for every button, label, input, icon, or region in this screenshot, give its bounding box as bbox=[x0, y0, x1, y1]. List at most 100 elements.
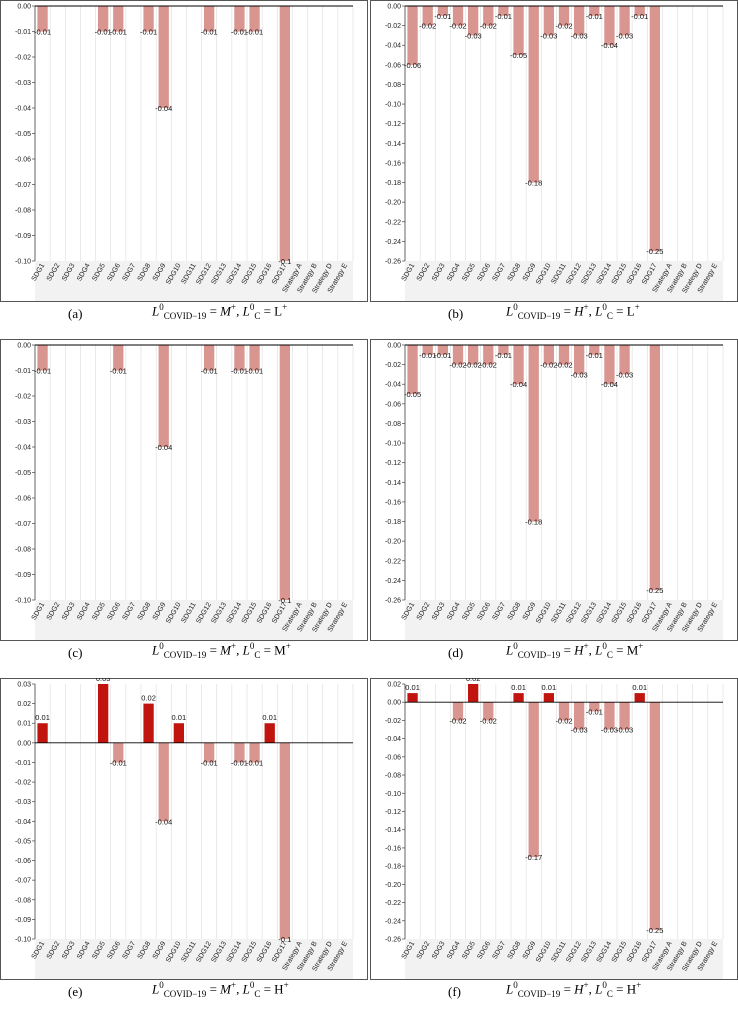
bar-chart-e: 0.03 0.02 0.01 0.00 -0.01 -0.02 -0.03 -0.04 -0.0… bbox=[0, 678, 368, 980]
y-tick-label: -0.01 bbox=[15, 368, 31, 375]
bar-sdg10 bbox=[173, 723, 185, 743]
bar-sdg6 bbox=[483, 702, 494, 721]
y-tick-label: 0.00 bbox=[387, 4, 401, 11]
chart-frame bbox=[370, 678, 738, 980]
bar-sdg8 bbox=[513, 6, 524, 56]
caption-c-value: L bbox=[626, 303, 635, 319]
data-label: 0.01 bbox=[511, 683, 526, 692]
data-label: 0.01 bbox=[405, 683, 420, 692]
y-tick-label: 0.00 bbox=[17, 740, 31, 747]
y-tick-label: -0.03 bbox=[15, 419, 31, 426]
data-label: -0.01 bbox=[434, 12, 451, 21]
chart-panel-a: 0.00 -0.01 -0.02 -0.03 -0.04 -0.05 -0.06 -0.07 -… bbox=[0, 0, 368, 336]
y-tick-label: 0.00 bbox=[17, 4, 31, 11]
bar-sdg2 bbox=[422, 345, 433, 355]
y-tick-label: -0.08 bbox=[15, 897, 31, 904]
y-tick-label: -0.12 bbox=[385, 809, 401, 816]
data-label: -0.03 bbox=[616, 370, 633, 379]
y-tick-label: -0.16 bbox=[385, 160, 401, 167]
data-label: -0.18 bbox=[525, 179, 542, 188]
y-tick-label: -0.20 bbox=[385, 200, 401, 207]
caption-l-subscript: COVID−19 bbox=[517, 988, 561, 999]
data-label: 0.02 bbox=[141, 694, 156, 703]
y-tick-label: -0.18 bbox=[385, 180, 401, 187]
data-label: -0.1 bbox=[278, 935, 291, 944]
data-label: 0.01 bbox=[35, 713, 50, 722]
data-label: -0.01 bbox=[631, 12, 648, 21]
y-tick-label: -0.20 bbox=[385, 539, 401, 546]
y-tick-label: -0.06 bbox=[385, 754, 401, 761]
bar-sdg14 bbox=[604, 702, 615, 730]
bar-sdg1 bbox=[37, 6, 48, 32]
data-label: -0.01 bbox=[246, 28, 263, 37]
data-label: -0.02 bbox=[555, 716, 572, 725]
data-label: -0.01 bbox=[231, 758, 248, 767]
caption-formula: L0COVID−19 = H+, L0C = M+ bbox=[506, 641, 644, 660]
data-label: -0.04 bbox=[601, 41, 618, 50]
bar-sdg12 bbox=[203, 6, 215, 32]
data-label: -0.01 bbox=[246, 367, 263, 376]
data-label: -0.1 bbox=[278, 596, 291, 605]
bar-sdg16 bbox=[634, 6, 645, 16]
data-label: -0.01 bbox=[434, 351, 451, 360]
y-tick-label: -0.09 bbox=[15, 572, 31, 579]
y-tick-label: -0.18 bbox=[385, 519, 401, 526]
data-label: -0.04 bbox=[155, 443, 172, 452]
y-tick-label: -0.07 bbox=[15, 521, 31, 528]
category-band bbox=[35, 600, 353, 640]
bar-sdg9 bbox=[158, 345, 169, 447]
bar-chart-f: 0.02 0.00 -0.02 -0.04 -0.06 -0.08 -0.10 -0.12 -0… bbox=[370, 678, 738, 980]
caption-c-subscript: C bbox=[254, 310, 261, 321]
y-tick-label: -0.12 bbox=[385, 460, 401, 467]
bar-sdg1 bbox=[407, 693, 418, 703]
category-band bbox=[405, 261, 723, 301]
data-label: -0.01 bbox=[110, 758, 127, 767]
y-tick-label: -0.03 bbox=[15, 799, 31, 806]
caption-l-value: H bbox=[574, 981, 584, 997]
caption-c-subscript: C bbox=[606, 988, 613, 999]
category-band bbox=[35, 939, 353, 979]
data-label: 0.01 bbox=[632, 683, 647, 692]
y-tick-label: -0.18 bbox=[385, 864, 401, 871]
y-tick-label: -0.22 bbox=[385, 900, 401, 907]
data-label: -0.01 bbox=[201, 367, 218, 376]
data-label: -0.01 bbox=[586, 351, 603, 360]
data-label: -0.01 bbox=[586, 707, 603, 716]
y-tick-label: -0.12 bbox=[385, 121, 401, 128]
y-tick-label: -0.02 bbox=[385, 362, 401, 369]
bar-sdg10 bbox=[543, 693, 555, 703]
bar-sdg15 bbox=[619, 6, 630, 36]
caption-e: (e) L0COVID−19 = M+, L0C = H+ bbox=[0, 978, 368, 1008]
data-label: -0.03 bbox=[571, 726, 588, 735]
bar-sdg5 bbox=[467, 345, 479, 365]
bar-sdg6 bbox=[113, 345, 124, 371]
y-tick-label: -0.05 bbox=[15, 470, 31, 477]
bar-sdg6 bbox=[113, 6, 124, 32]
y-tick-label: -0.24 bbox=[385, 239, 401, 246]
y-tick-label: -0.02 bbox=[385, 23, 401, 30]
bar-sdg9 bbox=[528, 345, 539, 522]
bar-sdg13 bbox=[589, 345, 600, 355]
y-tick-label: -0.06 bbox=[385, 62, 401, 69]
bar-sdg16 bbox=[634, 693, 645, 703]
y-tick-label: -0.26 bbox=[385, 259, 401, 266]
bar-sdg4 bbox=[452, 345, 464, 365]
y-tick-label: -0.02 bbox=[15, 394, 31, 401]
data-label: -0.01 bbox=[246, 758, 263, 767]
bar-sdg15 bbox=[249, 345, 260, 371]
y-tick-label: -0.26 bbox=[385, 598, 401, 605]
y-tick-label: -0.02 bbox=[385, 718, 401, 725]
y-tick-label: -0.04 bbox=[15, 106, 31, 113]
caption-letter: (a) bbox=[68, 306, 83, 321]
y-tick-label: -0.08 bbox=[15, 547, 31, 554]
y-tick-label: -0.07 bbox=[15, 182, 31, 189]
caption-formula: L0COVID−19 = H+, L0C = H+ bbox=[506, 980, 642, 999]
y-tick-label: 0.02 bbox=[17, 701, 31, 708]
bar-sdg11 bbox=[558, 702, 570, 721]
chart-panel-c: 0.00 -0.01 -0.02 -0.03 -0.04 -0.05 -0.06 -0.07 -… bbox=[0, 339, 368, 675]
y-tick-label: -0.20 bbox=[385, 882, 401, 889]
data-label: -0.03 bbox=[540, 31, 557, 40]
bar-chart-a: 0.00 -0.01 -0.02 -0.03 -0.04 -0.05 -0.06 -0.07 -… bbox=[0, 0, 368, 302]
data-label: -0.02 bbox=[555, 361, 572, 370]
data-label: -0.01 bbox=[34, 367, 51, 376]
